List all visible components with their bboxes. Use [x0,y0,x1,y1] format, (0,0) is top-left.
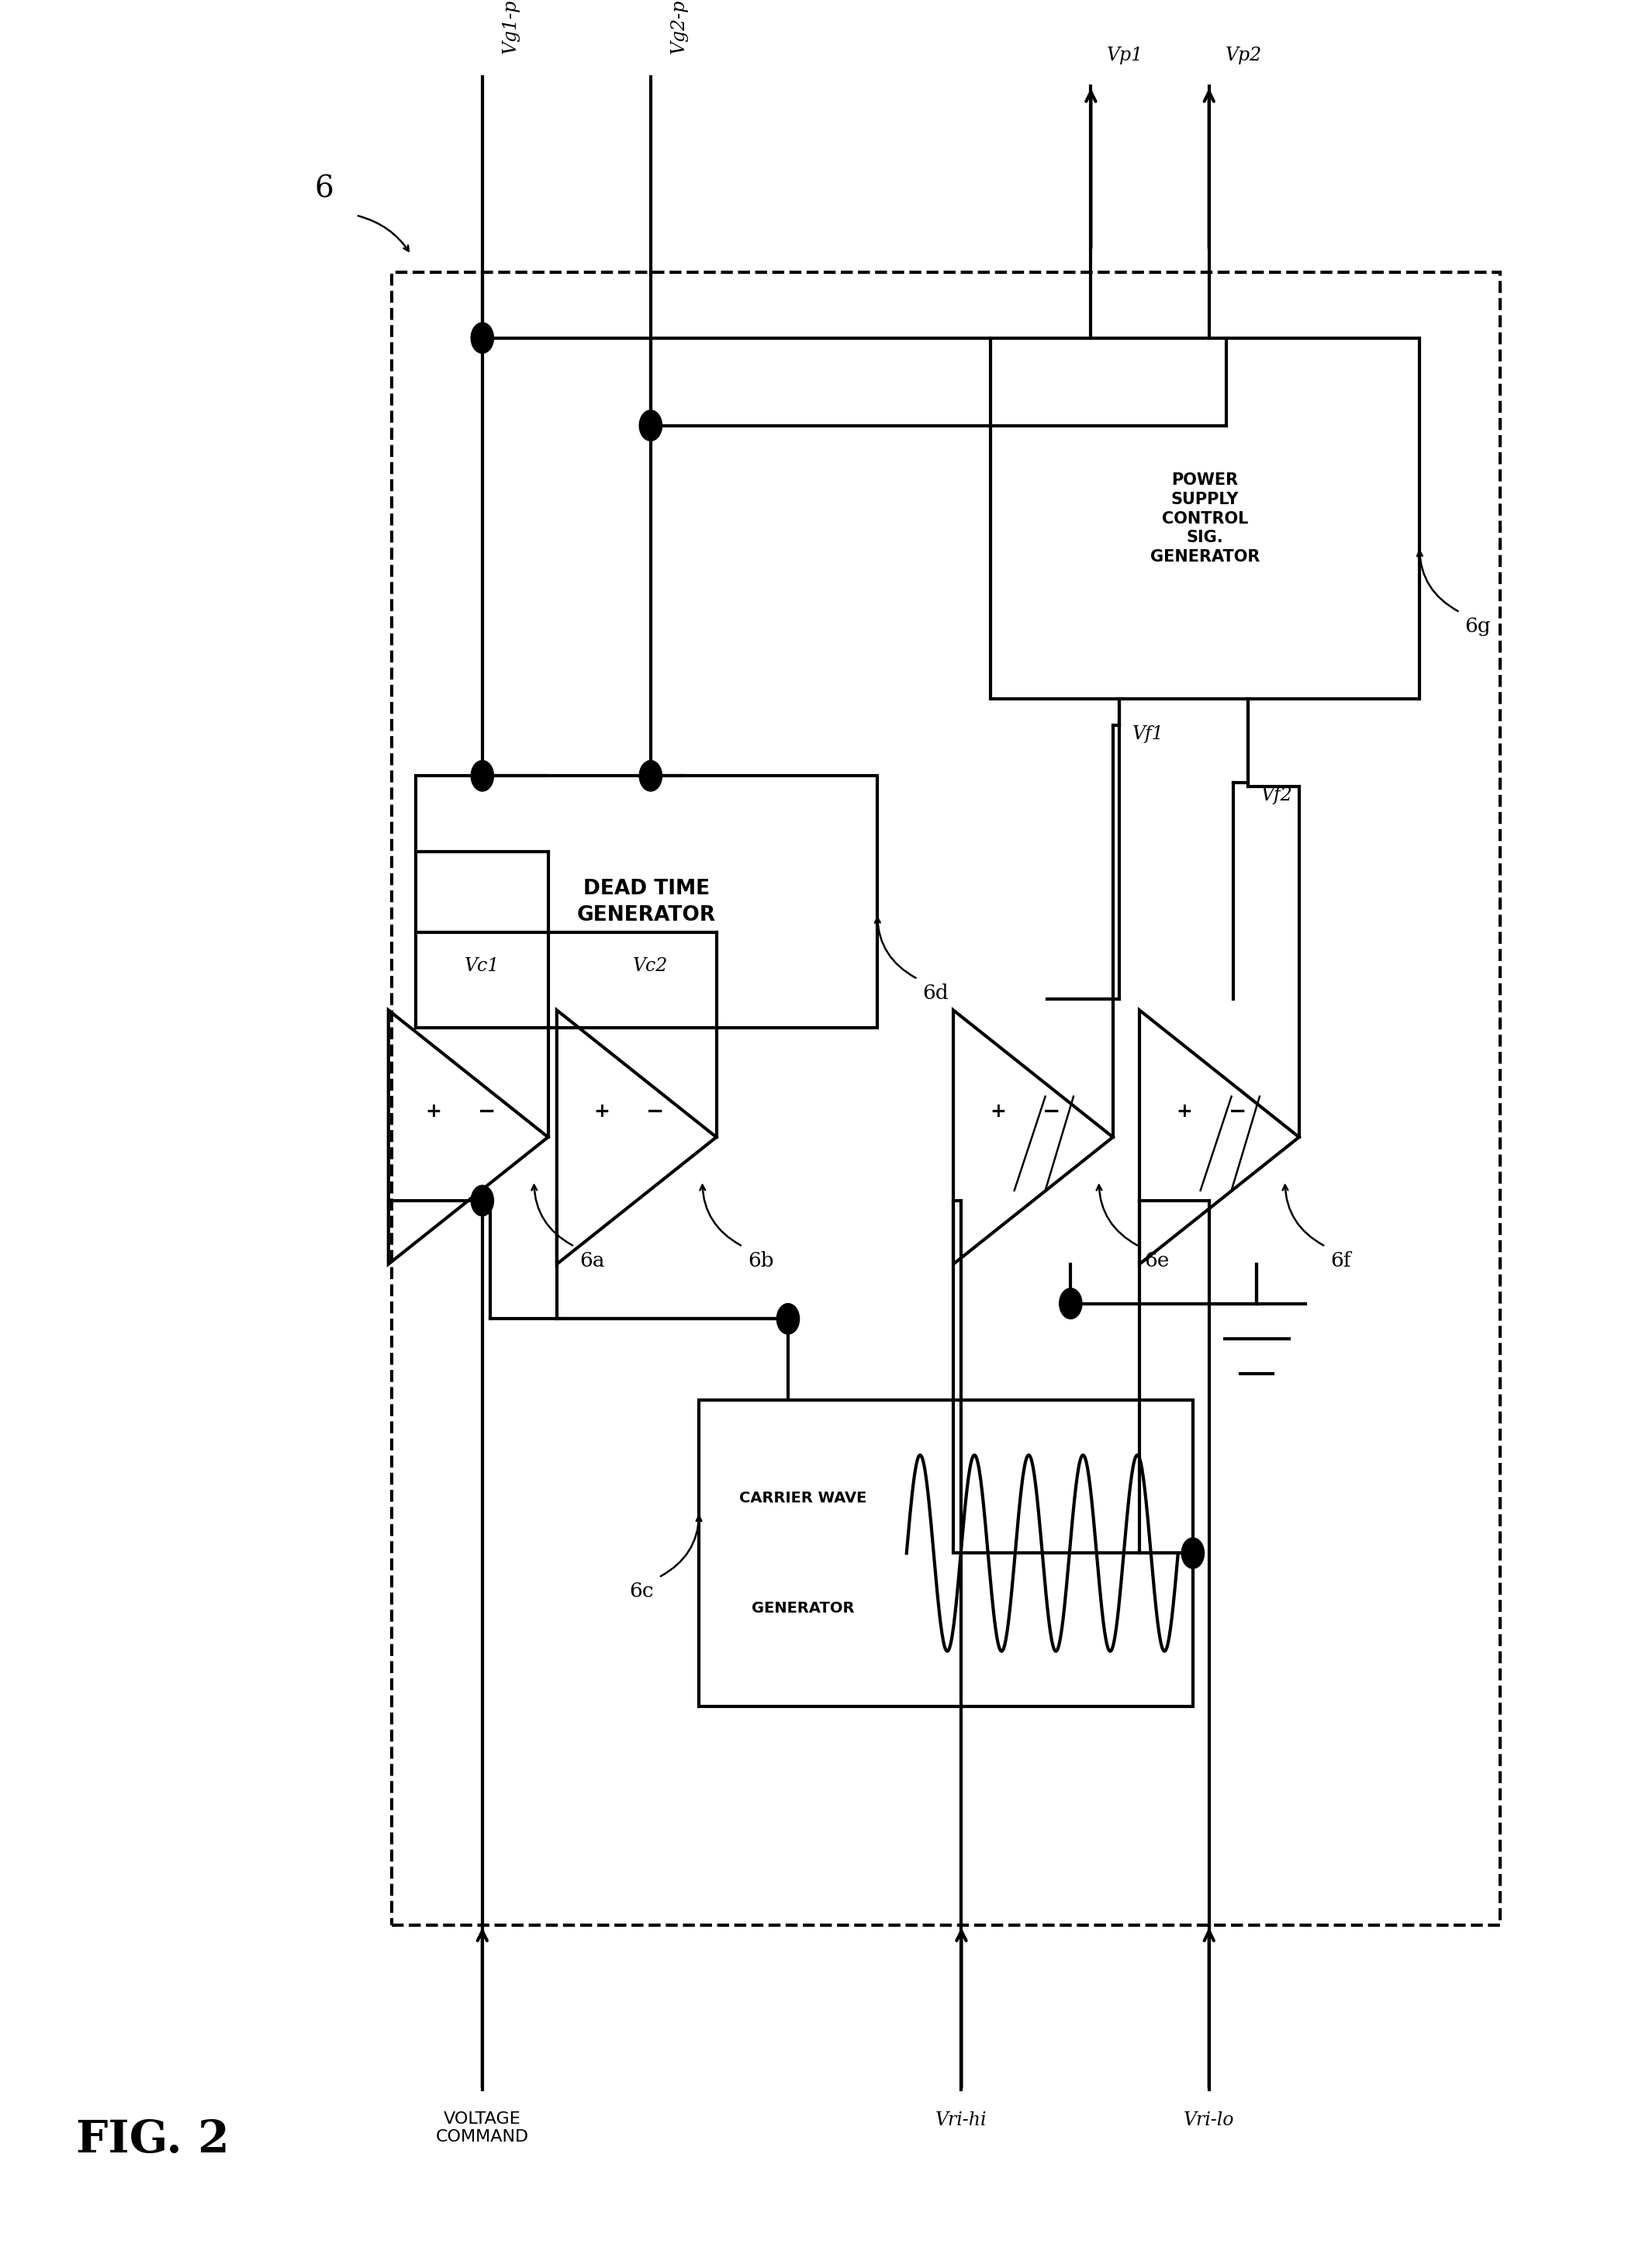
Bar [699,1399,1193,1706]
Text: −: − [478,1100,496,1123]
Circle shape [639,411,661,440]
Text: GENERATOR: GENERATOR [751,1601,855,1615]
Bar [416,776,878,1027]
Circle shape [1181,1538,1204,1569]
Text: Vp2: Vp2 [1225,45,1261,64]
Circle shape [639,760,661,792]
Circle shape [471,760,494,792]
Text: Vf2: Vf2 [1261,787,1292,805]
Text: Vri-lo: Vri-lo [1183,2112,1235,2130]
Text: FIG. 2: FIG. 2 [76,2118,229,2161]
Text: 6c: 6c [629,1581,653,1601]
Text: +: + [1176,1102,1193,1120]
Text: +: + [593,1102,609,1120]
Text: 6a: 6a [578,1250,604,1270]
Circle shape [471,322,494,354]
Text: 6e: 6e [1144,1250,1170,1270]
Bar [392,272,1500,1926]
Text: +: + [426,1102,442,1120]
Text: Vri-hi: Vri-hi [936,2112,988,2130]
Text: POWER
SUPPLY
CONTROL
SIG.
GENERATOR: POWER SUPPLY CONTROL SIG. GENERATOR [1150,472,1259,565]
Text: 6d: 6d [923,984,949,1002]
Text: Vg1-p: Vg1-p [502,0,520,52]
Text: Vc2: Vc2 [634,957,668,975]
Text: −: − [1228,1100,1246,1123]
Circle shape [1060,1288,1082,1320]
Text: Vf1: Vf1 [1133,726,1164,744]
Text: −: − [1043,1100,1061,1123]
Text: Vc1: Vc1 [465,957,500,975]
Text: CARRIER WAVE: CARRIER WAVE [739,1490,866,1506]
Text: 6g: 6g [1464,617,1492,635]
Circle shape [471,1186,494,1216]
Text: DEAD TIME
GENERATOR: DEAD TIME GENERATOR [577,878,717,925]
Text: 6f: 6f [1331,1250,1350,1270]
Text: Vp1: Vp1 [1107,45,1144,64]
Circle shape [777,1304,800,1334]
Text: 6b: 6b [748,1250,773,1270]
Bar [991,338,1420,699]
Text: −: − [647,1100,665,1123]
Text: 6: 6 [314,175,333,204]
Text: Vg2-p: Vg2-p [670,0,687,52]
Text: +: + [990,1102,1006,1120]
Text: VOLTAGE
COMMAND: VOLTAGE COMMAND [436,2112,528,2146]
